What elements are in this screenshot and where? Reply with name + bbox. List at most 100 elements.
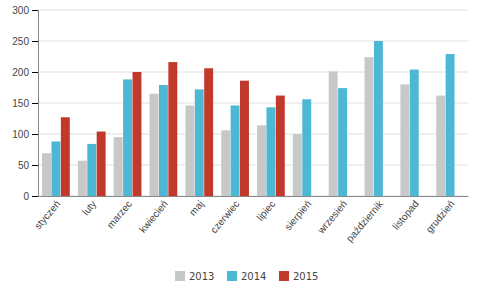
bar-series — [42, 57, 445, 196]
tick-label: październik — [344, 198, 386, 245]
legend-item: 2014 — [227, 271, 266, 282]
bar-series — [51, 41, 454, 196]
tick: styczeń — [32, 198, 62, 231]
tick-label: wrzesień — [315, 198, 349, 236]
tick-label: 50 — [18, 160, 30, 171]
bar — [410, 70, 419, 196]
bar — [114, 137, 123, 196]
bar — [97, 132, 106, 196]
tick-label: 250 — [12, 36, 29, 47]
legend-swatch — [279, 271, 289, 281]
tick: kwiecień — [137, 198, 170, 234]
bar — [51, 141, 60, 196]
tick: grudzień — [423, 198, 456, 234]
tick: 150 — [12, 98, 38, 109]
grid-line — [38, 41, 468, 42]
bar — [185, 105, 194, 196]
tick-mark — [32, 72, 38, 73]
tick-label: czerwiec — [208, 198, 241, 235]
bar — [302, 99, 311, 196]
tick: wrzesień — [315, 198, 349, 236]
tick: listopad — [390, 198, 421, 231]
tick: marzec — [105, 198, 135, 230]
tick: 50 — [18, 160, 38, 171]
bar — [78, 161, 87, 196]
bar — [365, 57, 374, 196]
bar — [400, 84, 409, 196]
bar — [123, 79, 132, 196]
tick-label: listopad — [390, 198, 421, 231]
bar — [159, 85, 168, 196]
grid — [38, 10, 468, 196]
x-axis: styczeń luty marzeckwiecień majczerwiec lipi… — [32, 197, 468, 245]
bar — [436, 96, 445, 196]
tick-label: 100 — [12, 129, 29, 140]
tick-mark — [32, 165, 38, 166]
bars — [42, 41, 454, 196]
bar — [87, 144, 96, 196]
legend-item: 2013 — [175, 271, 214, 282]
bar — [446, 54, 455, 196]
axis-line — [38, 11, 39, 197]
axis-line — [39, 196, 469, 197]
tick-label: 200 — [12, 67, 29, 78]
bar — [61, 117, 70, 196]
legend-label: 2013 — [189, 271, 214, 282]
plot: 0 50 100 150 200 250 300 styczeń luty marzeckwiec… — [12, 5, 468, 244]
tick: 100 — [12, 129, 38, 140]
bar — [266, 107, 275, 196]
tick: 300 — [12, 5, 38, 16]
tick-label: kwiecień — [137, 198, 170, 234]
y-axis: 0 50 100 150 200 250 300 — [12, 5, 38, 202]
bar — [168, 62, 177, 196]
tick: czerwiec — [208, 198, 241, 235]
tick-label: sierpień — [282, 198, 313, 232]
tick: luty — [80, 198, 98, 217]
bar — [42, 153, 51, 196]
chart: 0 50 100 150 200 250 300 styczeń luty marzeckwiec… — [0, 0, 480, 288]
bar — [204, 68, 213, 196]
tick: sierpień — [282, 198, 313, 232]
tick-label: 0 — [23, 191, 29, 202]
bar — [240, 81, 249, 196]
bar — [293, 134, 302, 196]
bar — [338, 88, 347, 196]
bar — [374, 41, 383, 196]
bar — [195, 89, 204, 196]
grid-line — [38, 10, 468, 11]
legend-label: 2014 — [241, 271, 266, 282]
legend-item: 2015 — [279, 271, 318, 282]
tick: lipiec — [254, 198, 277, 223]
tick-mark — [32, 10, 38, 11]
bar — [221, 130, 230, 196]
tick: październik — [344, 198, 386, 245]
bar — [276, 96, 285, 196]
tick-label: grudzień — [423, 198, 456, 234]
tick-label: 150 — [12, 98, 29, 109]
bar — [257, 125, 266, 196]
tick-mark — [32, 134, 38, 135]
tick-label: luty — [80, 198, 98, 217]
legend-swatch — [175, 271, 185, 281]
tick: maj — [187, 198, 206, 217]
tick: 0 — [23, 191, 38, 202]
bar — [133, 72, 142, 196]
tick-mark — [32, 196, 38, 197]
tick-mark — [32, 103, 38, 104]
legend: 2013 2014 2015 — [175, 271, 318, 282]
tick: 200 — [12, 67, 38, 78]
tick-label: lipiec — [254, 198, 277, 223]
grid-line — [38, 72, 468, 73]
tick-label: 300 — [12, 5, 29, 16]
tick-label: marzec — [105, 198, 135, 230]
tick-mark — [32, 41, 38, 42]
tick: 250 — [12, 36, 38, 47]
tick-label: maj — [187, 198, 206, 217]
tick-label: styczeń — [32, 198, 62, 231]
bar — [329, 71, 338, 196]
bar — [231, 105, 240, 196]
legend-swatch — [227, 271, 237, 281]
legend-label: 2015 — [293, 271, 318, 282]
bar — [150, 94, 159, 196]
bar-series — [61, 62, 285, 196]
